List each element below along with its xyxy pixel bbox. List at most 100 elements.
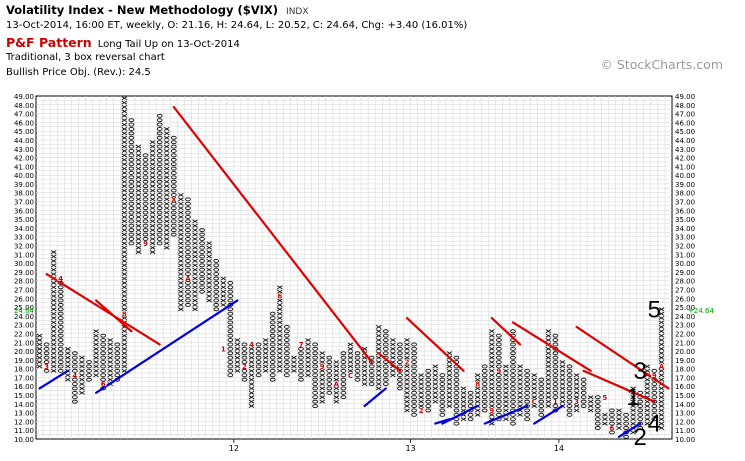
x-box (135, 162, 142, 167)
o-box (552, 338, 559, 343)
x-stroke (234, 360, 241, 365)
x-stroke (277, 338, 283, 343)
x-box (192, 298, 198, 303)
exchange-label: INDX (286, 7, 309, 17)
o-box (467, 399, 474, 404)
x-stroke (79, 386, 85, 391)
o-box (241, 373, 248, 378)
x-box (545, 333, 552, 338)
x-box (178, 263, 184, 268)
x-box (404, 338, 410, 343)
o-box (71, 368, 78, 373)
x-stroke (319, 355, 325, 360)
o-box (156, 188, 163, 193)
x-stroke (163, 214, 170, 219)
month-marker: 4 (58, 275, 63, 283)
last-price-right: +24.64 (688, 307, 714, 315)
x-box (277, 289, 283, 294)
x-box (149, 223, 156, 228)
x-box (107, 377, 113, 382)
x-stroke (545, 399, 552, 404)
x-stroke (432, 399, 439, 404)
x-box (149, 228, 156, 233)
o-box (510, 390, 516, 395)
o-box (312, 390, 319, 395)
x-box (489, 382, 495, 386)
x-stroke (121, 197, 128, 202)
o-box (213, 307, 220, 312)
x-box (163, 206, 170, 211)
o-box (57, 364, 64, 369)
x-stroke (50, 351, 57, 356)
x-stroke (149, 149, 156, 153)
x-box (50, 258, 57, 263)
o-box (340, 355, 347, 360)
month-marker: 8 (122, 310, 127, 318)
x-stroke (36, 342, 43, 347)
x-stroke (107, 364, 113, 369)
y-tick-label-left: 11.00 (14, 427, 34, 435)
x-tick-label: 12 (229, 444, 239, 453)
x-box (121, 223, 128, 228)
x-stroke (121, 201, 128, 206)
x-stroke (234, 355, 241, 360)
x-box (319, 395, 325, 400)
x-stroke (135, 214, 142, 219)
x-stroke (121, 351, 128, 356)
x-stroke (262, 355, 269, 360)
x-stroke (333, 395, 340, 400)
x-stroke (192, 228, 198, 233)
x-box (277, 298, 283, 303)
x-stroke (305, 338, 311, 343)
x-box (474, 390, 481, 395)
x-box (192, 280, 198, 285)
x-stroke (149, 157, 156, 162)
x-stroke (178, 223, 184, 228)
x-stroke (36, 364, 43, 369)
o-box (283, 373, 290, 378)
x-stroke (658, 421, 665, 426)
x-stroke (149, 166, 156, 171)
o-box (552, 346, 559, 351)
x-stroke (163, 131, 170, 136)
o-box (481, 373, 488, 378)
x-box (121, 162, 128, 167)
x-box (149, 210, 156, 215)
x-stroke (79, 382, 85, 386)
x-stroke (206, 245, 212, 250)
o-box (170, 201, 177, 206)
y-tick-label-left: 23.00 (14, 322, 34, 330)
x-box (602, 417, 608, 422)
x-box (545, 368, 552, 373)
o-box (425, 373, 432, 378)
o-box (156, 175, 163, 180)
o-box (128, 241, 135, 246)
y-tick-label-left: 26.00 (14, 295, 34, 303)
x-box (149, 157, 156, 162)
x-box (277, 351, 283, 356)
x-stroke (489, 333, 495, 338)
x-stroke (192, 236, 198, 241)
y-tick-label-left: 13.00 (14, 410, 34, 418)
x-stroke (559, 364, 566, 369)
x-box (587, 395, 594, 400)
o-box (170, 228, 177, 233)
x-box (319, 399, 325, 404)
x-stroke (460, 412, 467, 417)
o-box (453, 355, 460, 360)
o-box (255, 360, 262, 364)
x-box (559, 382, 566, 386)
x-stroke (559, 360, 566, 365)
o-box (495, 373, 502, 378)
o-box (213, 258, 220, 263)
x-box (121, 210, 128, 215)
month-marker: 6 (609, 425, 614, 433)
blue-trendline (434, 418, 451, 425)
x-box (192, 263, 198, 268)
x-box (319, 351, 325, 356)
o-box (128, 175, 135, 180)
x-stroke (79, 377, 85, 382)
o-box (510, 421, 516, 426)
x-box (93, 368, 99, 373)
x-box (658, 417, 665, 422)
